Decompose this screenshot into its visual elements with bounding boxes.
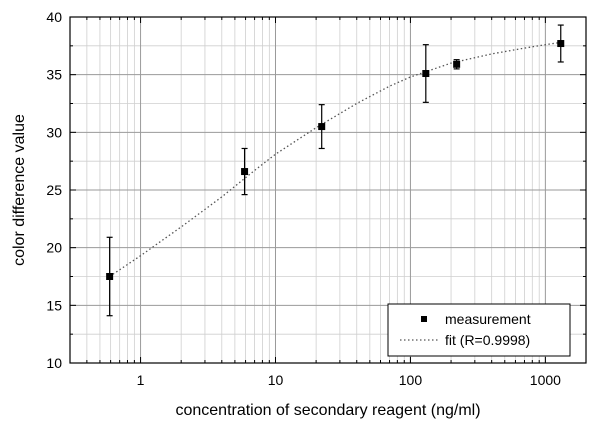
measurement-marker <box>422 70 430 78</box>
measurement-marker <box>453 60 461 68</box>
data-point <box>106 236 114 317</box>
y-tick-label: 30 <box>46 124 62 140</box>
legend-label-fit: fit (R=0.9998) <box>445 332 530 348</box>
tick-labels: 1 10 100 1000 10 15 20 25 30 35 40 <box>46 9 561 388</box>
y-tick-label: 25 <box>46 182 62 198</box>
y-tick-label: 15 <box>46 297 62 313</box>
measurement-marker <box>318 123 326 131</box>
measurement-marker <box>106 273 114 280</box>
y-axis-title: color difference value <box>11 114 28 266</box>
axis-ticks <box>69 16 586 364</box>
legend-box <box>387 303 571 357</box>
y-tick-label: 20 <box>46 240 62 256</box>
x-tick-label: 100 <box>399 372 423 388</box>
data-point <box>318 104 326 150</box>
legend: measurement fit (R=0.9998) <box>387 303 571 357</box>
y-tick-label: 40 <box>46 9 62 25</box>
data-point <box>453 59 461 70</box>
measurement-marker <box>241 168 249 176</box>
y-tick-label: 10 <box>46 355 62 371</box>
fit-curve <box>109 41 561 278</box>
legend-marker-measurement <box>421 316 427 322</box>
measurement-points-layer <box>106 24 565 317</box>
fit-curve-layer <box>109 41 561 278</box>
x-tick-label: 1 <box>137 372 145 388</box>
x-tick-label: 1000 <box>530 372 561 388</box>
data-point <box>557 24 565 63</box>
measurement-marker <box>557 40 565 48</box>
x-axis-title: concentration of secondary reagent (ng/m… <box>175 402 480 419</box>
data-point <box>422 44 430 103</box>
y-tick-label: 35 <box>46 67 62 83</box>
legend-label-measurement: measurement <box>445 311 531 327</box>
x-tick-label: 10 <box>268 372 284 388</box>
data-point <box>241 147 249 196</box>
